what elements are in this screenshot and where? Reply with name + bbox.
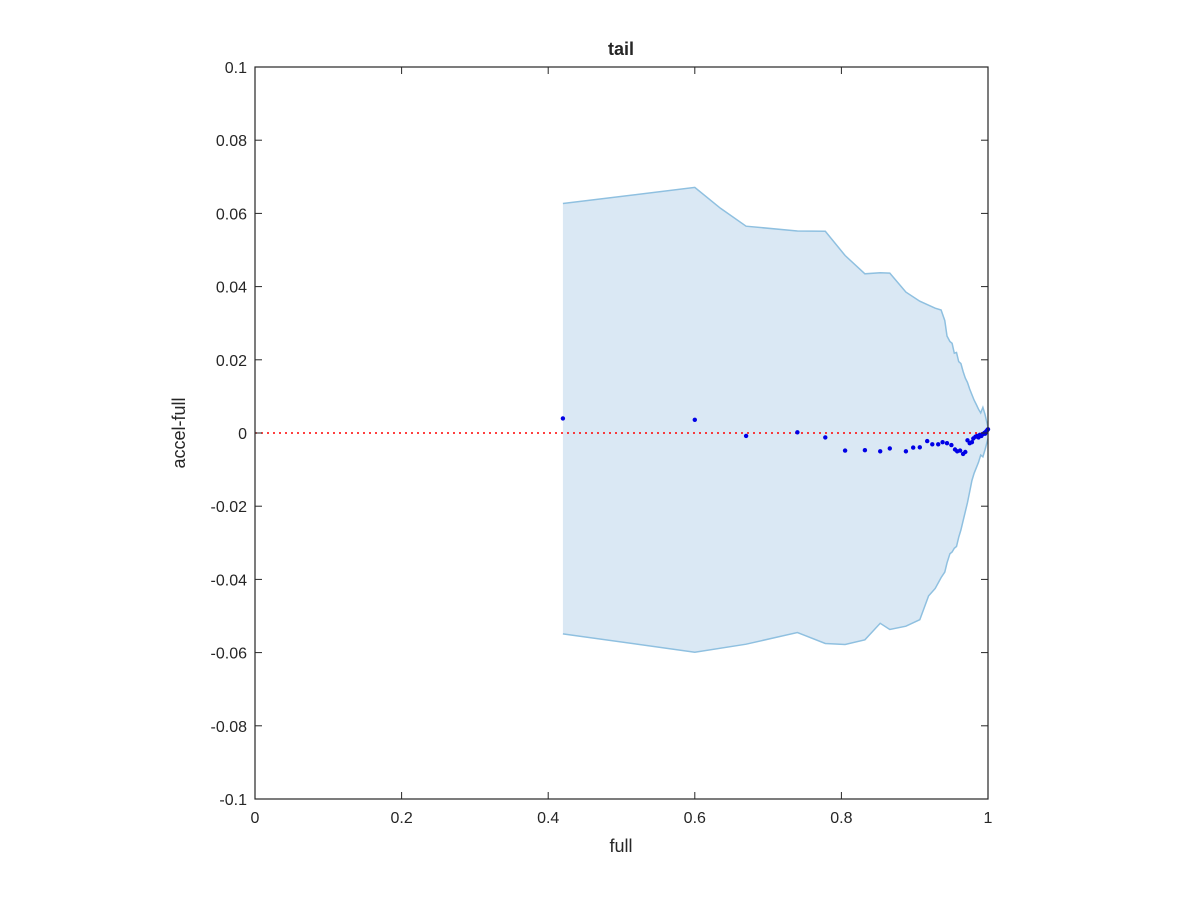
data-point: [963, 449, 968, 455]
data-point: [862, 448, 868, 453]
data-point: [930, 442, 935, 447]
y-axis-label: accel-full: [169, 397, 189, 468]
data-point: [940, 440, 945, 445]
x-tick-label: 0.4: [537, 810, 559, 827]
data-point: [917, 445, 922, 450]
y-tick-label: -0.02: [211, 499, 248, 516]
band-lower-edge: [562, 438, 989, 653]
data-point: [949, 442, 954, 448]
x-tick-label: 1: [984, 810, 993, 827]
data-point: [903, 449, 909, 454]
chart-title: tail: [608, 39, 634, 59]
confidence-band: [562, 186, 989, 653]
band-upper-edge: [562, 186, 989, 428]
x-tick-label: 0.6: [684, 810, 706, 827]
data-point: [911, 445, 916, 450]
data-point: [944, 441, 950, 446]
data-point: [795, 430, 800, 435]
y-axis-ticks: -0.1 -0.08 -0.06 -0.04 -0.02 0 0.02 0.04 0.06 0.0…: [211, 60, 988, 809]
x-axis-ticks: 0 0.2 0.4 0.6 0.8 1: [251, 67, 993, 827]
data-point: [842, 448, 848, 453]
data-point: [560, 416, 566, 421]
x-tick-label: 0.8: [830, 810, 852, 827]
data-point: [925, 438, 930, 444]
data-point: [823, 435, 828, 440]
y-tick-label: -0.04: [211, 572, 248, 589]
data-point: [887, 446, 892, 451]
y-tick-label: 0.08: [216, 133, 247, 150]
data-points: [560, 416, 991, 457]
y-tick-label: -0.1: [219, 792, 247, 809]
y-tick-label: 0: [238, 426, 247, 443]
y-tick-label: -0.06: [211, 646, 248, 663]
y-tick-label: 0.06: [216, 206, 247, 223]
data-point: [692, 417, 697, 422]
data-point: [969, 440, 975, 445]
y-tick-label: 0.04: [216, 280, 247, 297]
y-tick-label: 0.02: [216, 353, 247, 370]
x-tick-label: 0.2: [390, 810, 412, 827]
data-point: [957, 448, 963, 453]
data-point: [743, 433, 749, 439]
data-point: [936, 442, 941, 447]
y-tick-label: -0.08: [211, 719, 248, 736]
data-point: [878, 449, 883, 454]
x-axis-label: full: [609, 836, 632, 856]
y-tick-label: 0.1: [225, 60, 247, 77]
x-tick-label: 0: [251, 810, 260, 827]
band-fill: [562, 187, 988, 653]
